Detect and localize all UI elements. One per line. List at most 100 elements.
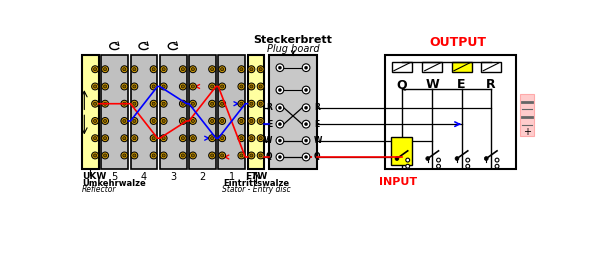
- Circle shape: [406, 164, 409, 168]
- Circle shape: [102, 152, 109, 159]
- Circle shape: [221, 137, 224, 140]
- Circle shape: [102, 66, 109, 73]
- Text: Umkehrwalze: Umkehrwalze: [82, 179, 146, 188]
- Circle shape: [150, 83, 157, 90]
- Circle shape: [238, 83, 245, 90]
- Circle shape: [152, 119, 155, 123]
- Bar: [384, 55, 516, 169]
- Circle shape: [276, 104, 284, 112]
- Circle shape: [259, 68, 262, 71]
- Circle shape: [278, 123, 281, 126]
- Circle shape: [162, 154, 165, 157]
- Circle shape: [221, 68, 224, 71]
- Circle shape: [160, 100, 167, 107]
- Circle shape: [123, 154, 126, 157]
- Circle shape: [133, 68, 136, 71]
- Circle shape: [259, 119, 262, 123]
- Circle shape: [208, 152, 216, 159]
- Circle shape: [259, 102, 262, 105]
- Circle shape: [123, 119, 126, 123]
- Circle shape: [189, 152, 196, 159]
- Circle shape: [259, 137, 262, 140]
- Circle shape: [94, 102, 97, 105]
- Circle shape: [102, 100, 109, 107]
- Circle shape: [208, 118, 216, 124]
- Circle shape: [278, 89, 281, 92]
- Circle shape: [221, 102, 224, 105]
- Circle shape: [238, 152, 245, 159]
- Circle shape: [248, 66, 255, 73]
- Circle shape: [152, 137, 155, 140]
- Circle shape: [133, 85, 136, 88]
- Circle shape: [259, 85, 262, 88]
- Text: 5: 5: [112, 172, 118, 182]
- Circle shape: [240, 85, 243, 88]
- Text: Reflector: Reflector: [82, 186, 116, 195]
- Text: R: R: [314, 103, 319, 112]
- Circle shape: [248, 100, 255, 107]
- Circle shape: [259, 154, 262, 157]
- Circle shape: [104, 137, 107, 140]
- Circle shape: [219, 135, 226, 142]
- Circle shape: [160, 152, 167, 159]
- Circle shape: [208, 100, 216, 107]
- Circle shape: [91, 100, 99, 107]
- Circle shape: [484, 157, 488, 161]
- Circle shape: [133, 154, 136, 157]
- Bar: [131, 55, 158, 169]
- Circle shape: [121, 118, 128, 124]
- Circle shape: [152, 85, 155, 88]
- Circle shape: [121, 66, 128, 73]
- Bar: [101, 55, 128, 169]
- Circle shape: [211, 119, 214, 123]
- Circle shape: [94, 85, 97, 88]
- Circle shape: [150, 152, 157, 159]
- Circle shape: [191, 119, 194, 123]
- Circle shape: [189, 83, 196, 90]
- Circle shape: [208, 135, 216, 142]
- Circle shape: [426, 157, 430, 161]
- Circle shape: [250, 85, 253, 88]
- Text: Q: Q: [314, 153, 320, 162]
- Circle shape: [219, 66, 226, 73]
- Circle shape: [238, 118, 245, 124]
- Circle shape: [466, 164, 470, 168]
- Circle shape: [104, 85, 107, 88]
- Circle shape: [94, 68, 97, 71]
- Circle shape: [219, 100, 226, 107]
- Text: Q: Q: [265, 153, 272, 162]
- Circle shape: [495, 164, 499, 168]
- Circle shape: [131, 152, 138, 159]
- Circle shape: [208, 83, 216, 90]
- Text: W: W: [425, 78, 440, 91]
- Text: W: W: [264, 136, 272, 145]
- Bar: [392, 61, 411, 72]
- Circle shape: [191, 102, 194, 105]
- Circle shape: [248, 83, 255, 90]
- Circle shape: [181, 154, 185, 157]
- Text: +: +: [523, 126, 531, 137]
- Text: 1: 1: [229, 172, 235, 182]
- Bar: [390, 137, 413, 165]
- Circle shape: [160, 118, 167, 124]
- Circle shape: [305, 66, 308, 69]
- Bar: [520, 94, 534, 136]
- Circle shape: [302, 137, 310, 144]
- Circle shape: [466, 158, 470, 162]
- Circle shape: [240, 119, 243, 123]
- Circle shape: [123, 85, 126, 88]
- Circle shape: [302, 104, 310, 112]
- Circle shape: [211, 137, 214, 140]
- Circle shape: [250, 68, 253, 71]
- Circle shape: [189, 100, 196, 107]
- Circle shape: [248, 152, 255, 159]
- Circle shape: [276, 137, 284, 144]
- Text: UKW: UKW: [82, 172, 106, 182]
- Circle shape: [91, 118, 99, 124]
- Circle shape: [162, 137, 165, 140]
- Circle shape: [181, 68, 185, 71]
- Circle shape: [208, 66, 216, 73]
- Circle shape: [121, 100, 128, 107]
- Circle shape: [133, 102, 136, 105]
- Text: 4: 4: [141, 172, 147, 182]
